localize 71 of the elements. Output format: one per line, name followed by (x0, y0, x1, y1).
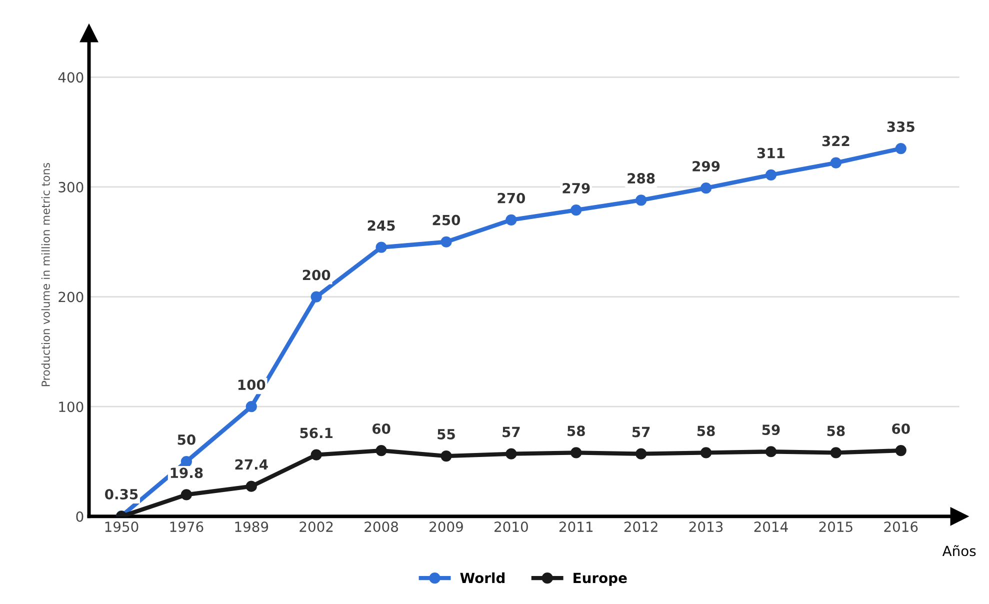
data-label: 299 (692, 160, 720, 172)
point (765, 169, 777, 180)
x-tick-label: 2013 (689, 522, 723, 532)
point (440, 236, 452, 248)
data-label: 0.35 (105, 488, 138, 500)
point (570, 204, 582, 216)
point (506, 448, 517, 460)
data-label: 311 (757, 148, 785, 158)
data-label: 270 (498, 192, 526, 204)
point (310, 291, 322, 302)
data-label: 58 (697, 426, 715, 436)
y-tick-label: 400 (58, 72, 84, 83)
x-tick-label: 1950 (105, 522, 138, 532)
data-label: 58 (568, 426, 585, 436)
data-label: 60 (892, 423, 910, 434)
y-tick-label: 300 (58, 182, 84, 192)
point (765, 446, 777, 458)
point (570, 447, 582, 458)
data-label: 58 (827, 426, 845, 436)
point (895, 142, 906, 154)
y-axis-title: Production volume in million metric tons (41, 162, 50, 386)
x-tick-label: 2011 (559, 522, 593, 532)
x-tick-label: 2012 (624, 522, 658, 532)
point (180, 456, 192, 468)
x-axis-title: Años (942, 545, 976, 556)
data-label: 50 (178, 434, 196, 445)
data-label: 279 (562, 182, 590, 194)
data-label: 57 (632, 426, 650, 438)
x-tick-label: 2009 (430, 522, 463, 532)
x-tick-label: 2015 (819, 522, 852, 532)
data-label: 250 (432, 214, 460, 226)
data-label: 59 (762, 424, 780, 436)
point (830, 447, 842, 458)
point (246, 480, 257, 492)
data-label: 19.8 (170, 468, 203, 478)
point (180, 489, 192, 500)
y-tick-label: 200 (58, 292, 84, 302)
legend-label: World (460, 572, 505, 584)
data-label: 245 (368, 220, 395, 231)
x-tick-label: 2016 (884, 522, 918, 532)
point (440, 450, 452, 462)
y-tick-label: 100 (59, 402, 84, 412)
data-label: 55 (438, 429, 455, 440)
x-tick-label: 2010 (494, 522, 528, 532)
point (636, 194, 647, 206)
data-label: 56.1 (300, 428, 333, 438)
point (506, 214, 517, 226)
point (376, 444, 387, 456)
point (700, 182, 712, 194)
point (636, 448, 647, 460)
data-label: 100 (238, 380, 266, 390)
data-label: 288 (628, 173, 655, 184)
x-tick-label: 2002 (300, 522, 333, 532)
x-tick-label: 1976 (170, 522, 204, 532)
data-label: 60 (372, 423, 390, 434)
data-label: 335 (887, 121, 914, 132)
data-label: 27.4 (235, 459, 268, 470)
x-tick-label: 2014 (754, 522, 788, 532)
x-tick-label: 2008 (364, 522, 398, 532)
data-label: 200 (302, 270, 330, 280)
y-tick-label: 0 (76, 511, 84, 522)
data-label: 322 (822, 136, 850, 146)
point (895, 444, 906, 456)
point (700, 447, 712, 458)
point (830, 157, 842, 168)
data-label: 57 (502, 426, 520, 438)
point (246, 401, 257, 412)
point (310, 449, 322, 460)
legend-label: Europe (574, 572, 627, 586)
point (376, 242, 387, 253)
x-tick-label: 1989 (235, 522, 268, 532)
